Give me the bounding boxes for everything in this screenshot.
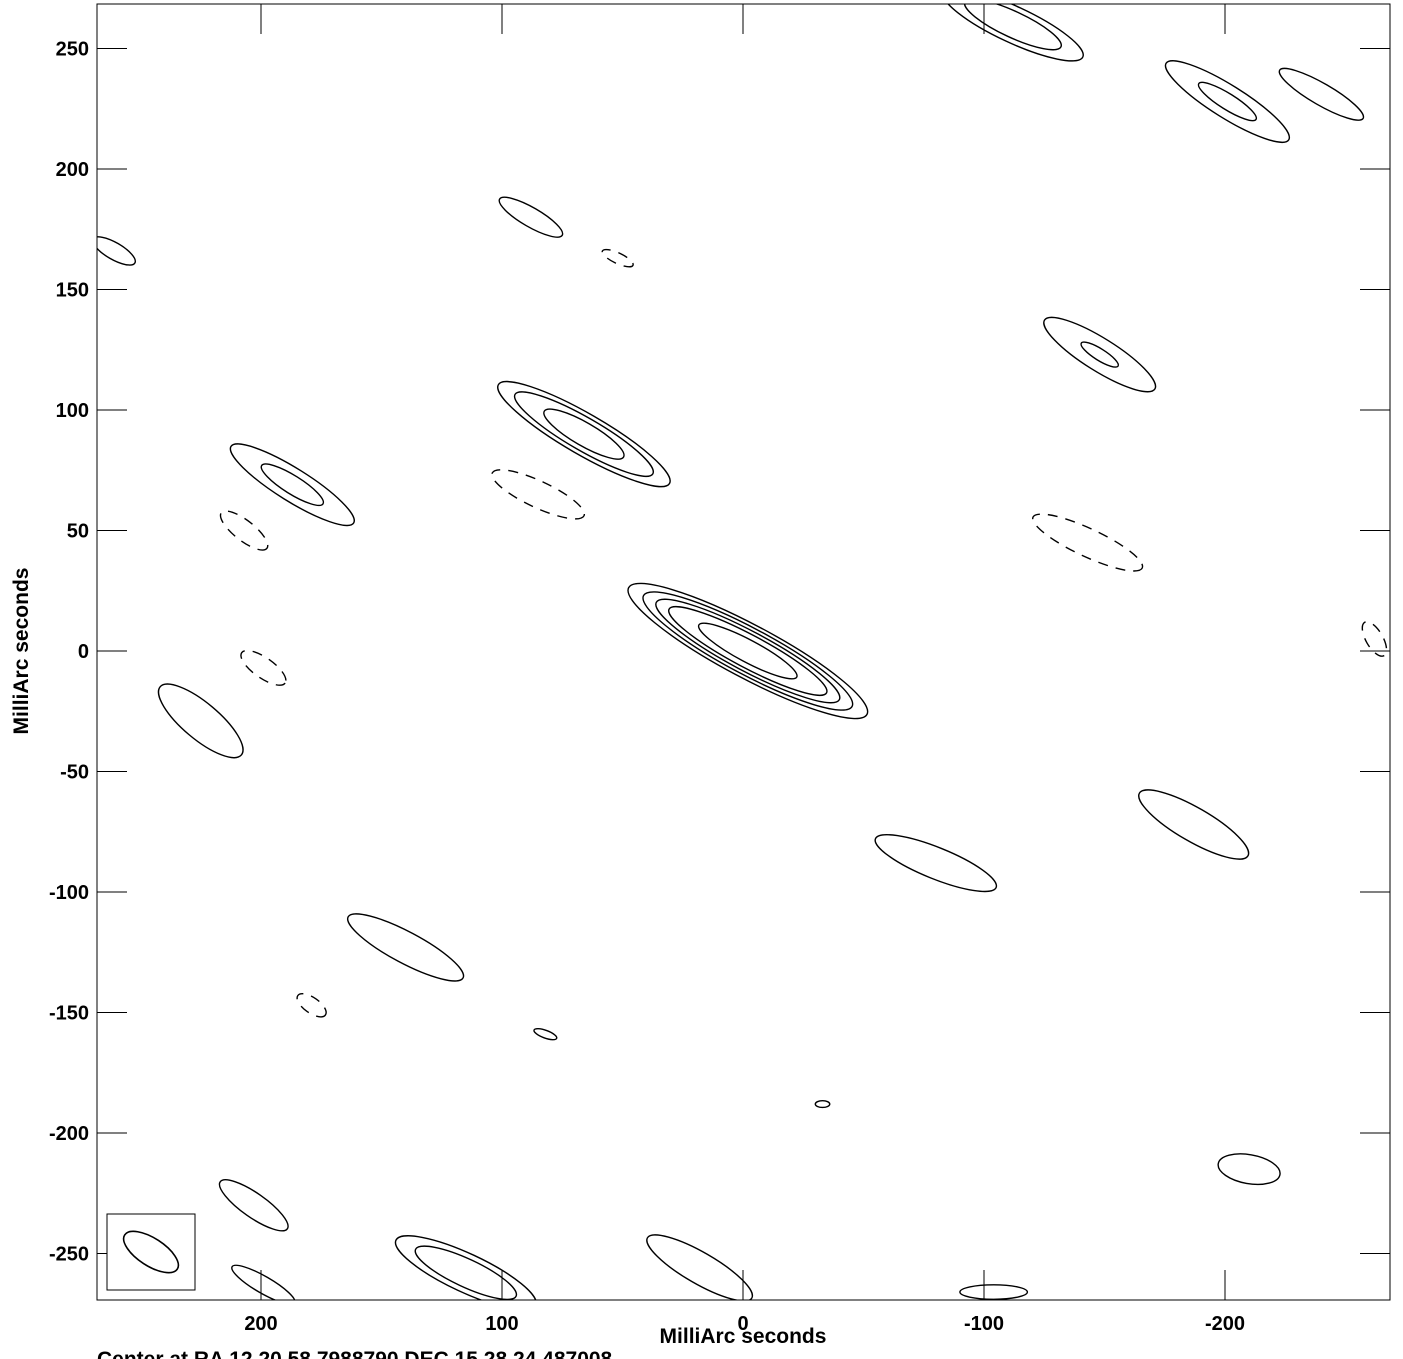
x-tick-label: 100	[485, 1313, 518, 1335]
plot-frame	[96, 3, 1391, 1301]
contour-knotC-0	[1043, 316, 1157, 393]
contour-blob5-0	[874, 834, 998, 893]
contour-neg2-0	[219, 510, 269, 551]
contour-blob4-0	[157, 683, 244, 759]
y-tick-label: 200	[56, 159, 89, 181]
y-axis-title: MilliArc seconds	[10, 568, 33, 735]
contour-neg5-0	[296, 993, 327, 1018]
contour-blob2-0	[498, 196, 564, 238]
contour-core-2	[655, 598, 841, 704]
y-tick-label: -100	[49, 882, 89, 904]
y-tick-label: 150	[56, 280, 89, 302]
contour-core-1	[642, 591, 854, 711]
contour-blob3-0	[97, 236, 136, 266]
contour-knotF-1	[963, 4, 1062, 51]
beam-box	[106, 1213, 196, 1291]
contour-blob13-0	[231, 1264, 296, 1300]
contour-neg1-0	[491, 469, 586, 520]
y-tick-label: 250	[56, 39, 89, 61]
x-tick-label: -100	[964, 1313, 1004, 1335]
x-axis-title: MilliArc seconds	[660, 1325, 827, 1348]
contour-knotA-1	[513, 391, 655, 478]
x-tick-label: 200	[244, 1313, 277, 1335]
beam-ellipse	[122, 1230, 180, 1274]
tick-marks	[97, 4, 1390, 1300]
contour-neg6-0	[601, 248, 634, 268]
contour-neg4-0	[1032, 513, 1144, 572]
contour-blob10-0	[1217, 1153, 1281, 1186]
y-tick-label: 50	[67, 521, 89, 543]
y-tick-label: -200	[49, 1123, 89, 1145]
y-tick-label: -150	[49, 1003, 89, 1025]
contour-blob7-0	[346, 913, 465, 982]
x-tick-label: -200	[1205, 1313, 1245, 1335]
x-tick-labels: 200 100 0 -100 -200	[244, 1313, 1245, 1335]
y-tick-label: -250	[49, 1244, 89, 1266]
footer-center-coordinates: Center at RA 12 20 58.7988790 DEC 15 28 …	[97, 1348, 613, 1359]
contour-blob8-0	[533, 1028, 558, 1041]
contour-knotF-0	[941, 4, 1084, 62]
contour-knotB-1	[260, 463, 325, 507]
contour-core-0	[627, 582, 869, 720]
contour-neg3-0	[240, 649, 287, 686]
contour-neg7-0	[1361, 621, 1388, 657]
contour-blob14-0	[959, 1284, 1029, 1300]
x-tick-label: 0	[737, 1313, 748, 1335]
contour-blob1-0	[1278, 67, 1365, 121]
contour-blob9-0	[814, 1100, 831, 1109]
contour-knotA-2	[543, 408, 625, 460]
beam-frame	[106, 1213, 196, 1291]
y-tick-label: 100	[56, 400, 89, 422]
contour-knotD-0	[1164, 60, 1291, 143]
y-tick-label: 0	[78, 641, 89, 663]
contour-knotB-0	[229, 443, 355, 527]
contour-knotC-1	[1080, 341, 1120, 368]
contour-blob11-0	[218, 1179, 289, 1232]
contour-blob12-0	[646, 1234, 754, 1300]
y-tick-labels: 250 200 150 100 50 0 -50 -100 -150 -200 -250	[49, 39, 89, 1266]
contour-knotA-0	[497, 380, 671, 488]
contour-core-4	[697, 622, 798, 680]
contour-knotE-0	[394, 1235, 537, 1300]
contour-lines	[97, 4, 1388, 1300]
y-tick-label: -50	[60, 762, 89, 784]
contour-core-3	[668, 606, 828, 696]
contour-knotD-1	[1197, 81, 1258, 122]
contour-knotE-1	[414, 1245, 518, 1300]
contour-blob6-0	[1138, 789, 1250, 860]
